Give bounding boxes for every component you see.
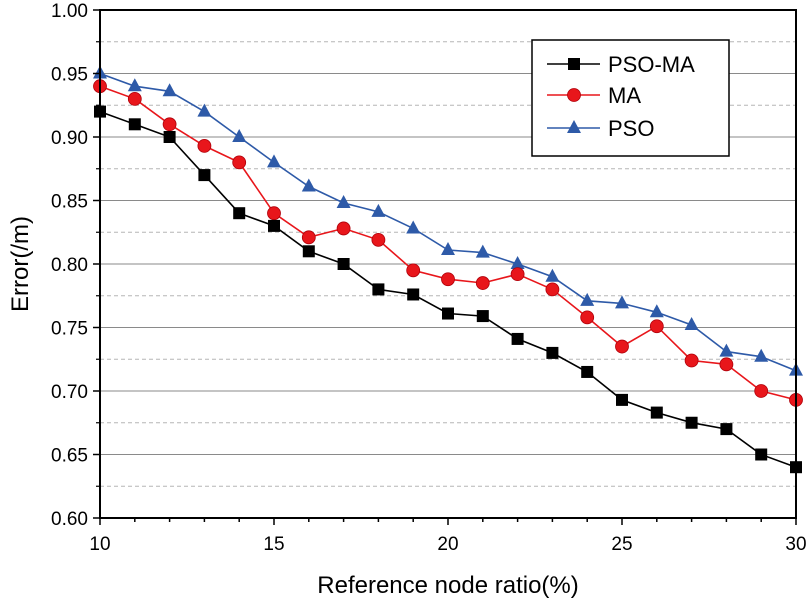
y-axis-title: Error(/m): [7, 216, 34, 312]
legend-marker-square: [568, 58, 580, 70]
data-point-pso: [162, 83, 177, 97]
legend-marker-triangle: [567, 120, 581, 133]
x-axis-title: Reference node ratio(%): [317, 572, 578, 599]
data-point-pso: [406, 220, 421, 234]
x-tick-label: 15: [263, 534, 284, 555]
data-point-pso-ma: [337, 258, 350, 270]
axis-ticks: [93, 9, 797, 525]
data-point-pso-ma: [128, 118, 141, 131]
data-point-ma: [127, 92, 142, 106]
data-point-ma: [301, 230, 316, 245]
data-point-pso-ma: [581, 365, 594, 378]
y-tick-label: 0.75: [51, 319, 88, 340]
data-point-pso: [475, 244, 490, 258]
data-point-ma: [371, 232, 386, 247]
legend-box: [531, 39, 730, 157]
data-point-pso-ma: [268, 219, 280, 232]
data-point-pso-ma: [233, 207, 246, 220]
data-point-pso: [441, 242, 455, 256]
data-point-ma: [232, 155, 247, 170]
legend-marker-circle: [567, 88, 581, 102]
x-tick-label: 10: [89, 534, 110, 555]
series-ma: [93, 79, 803, 407]
data-point-pso-ma: [720, 423, 733, 436]
series-pso-ma: [94, 105, 802, 474]
y-tick-label: 0.90: [51, 128, 88, 149]
data-point-ma: [406, 263, 421, 278]
data-point-pso: [197, 103, 212, 117]
data-point-ma: [649, 319, 664, 334]
x-tick-labels: 10 15 20 25 30: [89, 534, 806, 555]
data-point-pso-ma: [546, 346, 559, 359]
data-point-ma: [475, 276, 490, 290]
y-tick-label: 0.85: [51, 192, 88, 213]
data-point-pso-ma: [163, 131, 176, 143]
data-point-ma: [267, 206, 281, 221]
legend-entry-ma: MA: [547, 83, 641, 108]
data-point-ma: [441, 272, 455, 287]
data-point-pso: [336, 195, 351, 209]
data-point-ma: [684, 353, 699, 368]
legend: PSO-MA MA PSO: [531, 39, 730, 157]
x-tick-label: 20: [437, 534, 458, 555]
data-point-ma: [545, 282, 560, 297]
data-point-pso-ma: [755, 448, 768, 461]
data-point-pso: [510, 256, 525, 269]
data-point-pso-ma: [372, 283, 385, 296]
data-point-ma: [580, 310, 595, 325]
y-tick-label: 0.95: [51, 65, 88, 86]
legend-label-ma: MA: [608, 83, 641, 108]
data-point-ma: [162, 117, 177, 132]
data-point-ma: [754, 384, 769, 398]
data-point-pso-ma: [442, 307, 454, 320]
y-tick-label: 0.80: [51, 255, 88, 276]
legend-label-pso-ma: PSO-MA: [608, 52, 695, 77]
legend-entry-pso-ma: PSO-MA: [547, 52, 695, 77]
x-tick-label: 25: [611, 534, 632, 555]
data-point-pso-ma: [302, 245, 315, 258]
data-point-pso: [649, 304, 664, 318]
y-tick-label: 1.00: [51, 1, 88, 22]
data-point-pso: [371, 203, 386, 217]
data-point-pso-ma: [407, 288, 420, 301]
x-tick-label: 30: [785, 534, 806, 555]
data-point-pso-ma: [650, 406, 663, 419]
data-point-ma: [197, 138, 212, 153]
y-tick-label: 0.65: [51, 446, 88, 467]
data-point-pso: [684, 316, 699, 330]
data-point-pso: [754, 348, 769, 362]
y-tick-label: 0.60: [51, 509, 88, 530]
data-point-pso-ma: [476, 310, 489, 323]
data-point-pso: [719, 343, 734, 357]
series-layer: [93, 65, 803, 474]
legend-label-pso: PSO: [608, 116, 654, 141]
data-point-pso: [232, 129, 247, 142]
data-point-pso: [301, 178, 316, 192]
data-point-ma: [719, 357, 734, 372]
series-line-pso-ma: [99, 110, 797, 468]
data-point-ma: [615, 339, 629, 354]
data-point-ma: [336, 221, 351, 236]
data-point-pso: [545, 268, 560, 282]
data-point-pso: [267, 154, 281, 168]
data-point-pso: [580, 292, 595, 306]
data-point-pso: [127, 78, 142, 92]
data-point-pso-ma: [616, 393, 628, 406]
data-point-pso-ma: [511, 332, 524, 345]
series-pso: [93, 65, 803, 376]
data-point-ma: [510, 267, 525, 282]
data-point-pso: [615, 295, 629, 309]
y-tick-labels: 0.60 0.65 0.70 0.75 0.80 0.85 0.90 0.95 1.00: [51, 1, 88, 530]
data-point-pso-ma: [685, 416, 698, 429]
data-point-pso-ma: [198, 169, 211, 182]
gridlines: [100, 41, 796, 487]
legend-entry-pso: PSO: [547, 116, 654, 141]
y-tick-label: 0.70: [51, 382, 88, 403]
